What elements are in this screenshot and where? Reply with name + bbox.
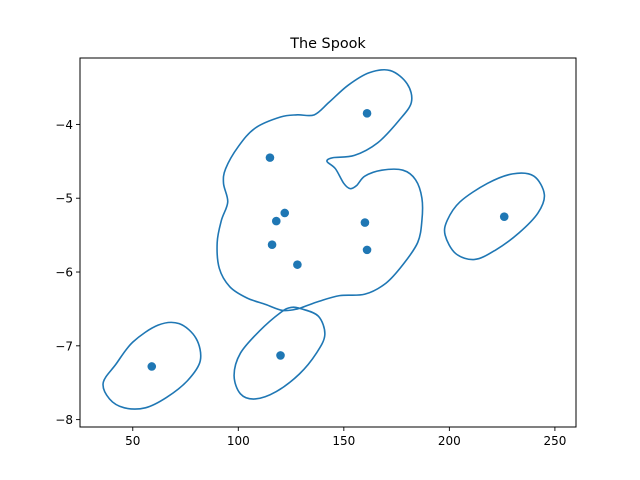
points-group (147, 109, 509, 371)
y-axis: −8 −7 −6 −5 −4 (55, 118, 80, 427)
data-point-1 (147, 362, 157, 371)
contour-line-2 (443, 172, 546, 261)
data-point-2 (276, 351, 285, 360)
x-tick-label: 150 (332, 434, 355, 448)
data-point-4 (271, 216, 281, 226)
contour-line-3 (233, 306, 326, 400)
x-tick-label: 50 (125, 434, 140, 448)
x-tick-label: 100 (227, 434, 250, 448)
data-point-9 (362, 245, 372, 255)
y-tick-label: −8 (55, 413, 73, 427)
contour-line-4 (216, 68, 424, 312)
axes-frame (79, 57, 577, 428)
data-point-5 (280, 208, 290, 218)
y-tick-label: −4 (55, 118, 73, 132)
data-point-10 (362, 109, 372, 118)
x-tick-label: 200 (438, 434, 461, 448)
y-tick-label: −6 (55, 266, 73, 280)
x-axis: 50 100 150 200 250 (125, 427, 566, 448)
data-point-11 (499, 212, 509, 221)
data-point-8 (360, 218, 370, 227)
x-tick-label: 250 (543, 434, 566, 448)
contour-group (102, 68, 546, 410)
contour-line-1 (102, 321, 202, 410)
y-tick-label: −7 (55, 339, 73, 353)
data-point-6 (267, 240, 277, 250)
y-tick-label: −5 (55, 192, 73, 206)
chart-title: The Spook (289, 36, 366, 52)
data-point-3 (265, 153, 275, 162)
data-point-7 (293, 260, 302, 269)
